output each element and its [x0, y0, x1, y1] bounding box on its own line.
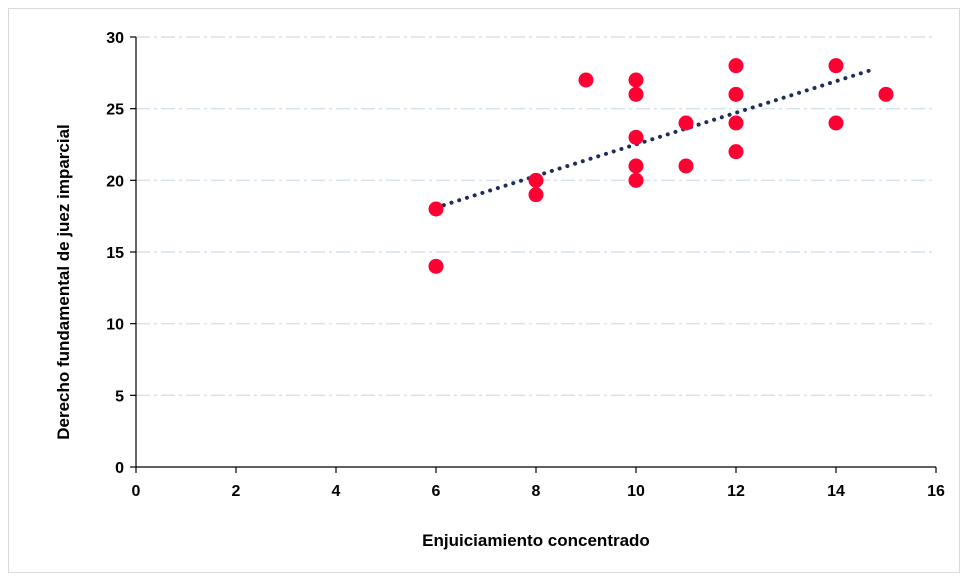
x-tick-label: 10	[627, 483, 645, 500]
data-point	[628, 172, 644, 188]
x-axis-title: Enjuiciamiento concentrado	[422, 531, 650, 550]
y-tick-label: 5	[115, 388, 124, 405]
gridlines	[136, 36, 936, 397]
x-tick-label: 16	[927, 483, 945, 500]
data-point	[628, 158, 644, 174]
data-point	[628, 86, 644, 102]
data-point	[828, 115, 844, 131]
x-tick-label: 4	[332, 483, 341, 500]
data-point	[878, 86, 894, 102]
x-tick-label: 2	[232, 483, 241, 500]
data-point	[628, 72, 644, 88]
x-tick-labels: 0 2 4 6 8 10 12 14 16	[132, 483, 945, 500]
data-point	[728, 58, 744, 74]
data-points	[428, 58, 894, 274]
data-point	[728, 144, 744, 160]
data-point	[428, 201, 444, 217]
data-point	[528, 187, 544, 203]
y-tick-label: 30	[106, 30, 124, 47]
y-tick-label: 15	[106, 245, 124, 262]
trendline-group	[434, 66, 878, 210]
data-point	[678, 158, 694, 174]
data-point	[578, 72, 594, 88]
data-point	[678, 115, 694, 131]
x-tick-label: 14	[827, 483, 845, 500]
y-tick-label: 25	[106, 102, 124, 119]
y-tick-labels: 0 5 10 15 20 25 30	[106, 30, 124, 477]
y-axis-title: Derecho fundamental de juez imparcial	[54, 124, 73, 440]
x-tick-label: 0	[132, 483, 141, 500]
chart-frame: 0 2 4 6 8 10 12 14 16 0 5 10 15 20 25 30 Enjuiciamient…	[8, 8, 960, 573]
x-tick-label: 12	[727, 483, 745, 500]
data-point	[728, 86, 744, 102]
data-point	[428, 258, 444, 274]
data-point	[628, 129, 644, 145]
axes	[130, 36, 937, 473]
data-point	[528, 172, 544, 188]
x-tick-label: 6	[432, 483, 441, 500]
scatter-chart: 0 2 4 6 8 10 12 14 16 0 5 10 15 20 25 30 Enjuiciamient…	[54, 30, 945, 550]
data-point	[728, 115, 744, 131]
trendline	[434, 66, 878, 210]
y-tick-label: 10	[106, 317, 124, 334]
y-tick-label: 20	[106, 173, 124, 190]
data-point	[828, 58, 844, 74]
y-tick-label: 0	[115, 460, 124, 477]
x-tick-label: 8	[532, 483, 541, 500]
